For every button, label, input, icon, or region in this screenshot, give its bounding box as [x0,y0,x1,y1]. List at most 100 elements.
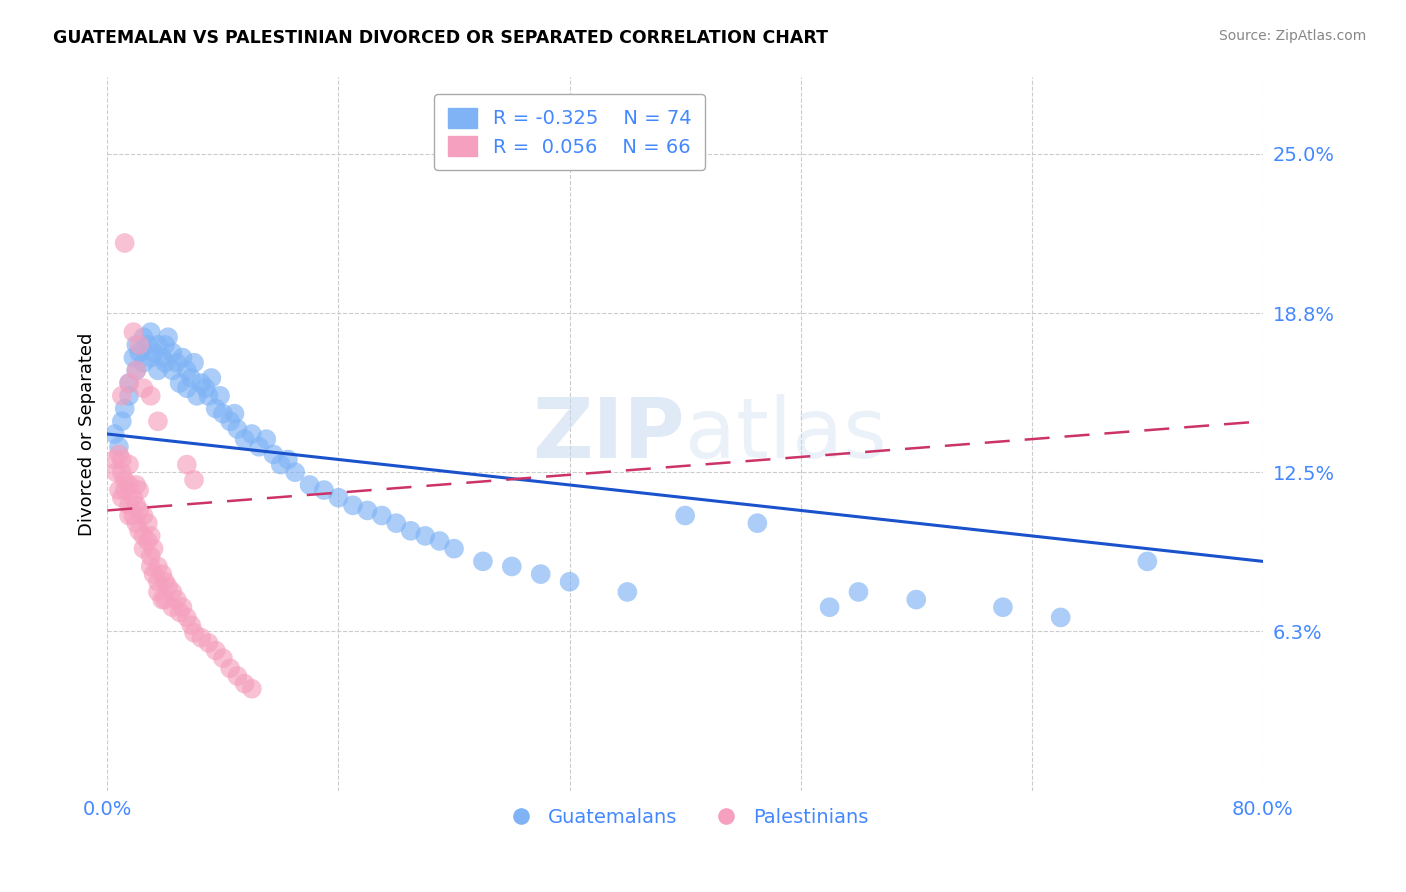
Point [118,499,141,513]
Point [128,524,150,538]
Point [146,585,169,599]
Point [183,473,205,487]
Point [136,534,159,549]
Point [139,559,162,574]
Point [150,351,173,365]
Point [312,483,335,497]
Point [146,574,169,589]
Point [118,508,141,523]
Point [183,356,205,370]
Point [125,338,148,352]
Point [247,440,270,454]
Point [108,447,131,461]
Point [153,338,176,352]
Point [122,491,145,505]
Point [157,580,180,594]
Point [162,585,184,599]
Point [128,338,150,352]
Point [443,541,465,556]
Point [139,351,162,365]
Point [108,483,131,497]
Point [240,427,263,442]
Point [142,567,165,582]
Point [328,491,350,505]
Point [142,345,165,359]
Point [104,452,127,467]
Point [114,483,136,497]
Point [162,363,184,377]
Text: GUATEMALAN VS PALESTINIAN DIVORCED OR SEPARATED CORRELATION CHART: GUATEMALAN VS PALESTINIAN DIVORCED OR SE… [53,29,828,46]
Point [153,592,176,607]
Point [125,478,148,492]
Point [277,452,299,467]
Point [111,491,134,505]
Point [186,389,208,403]
Point [673,508,696,523]
Legend: Guatemalans, Palestinians: Guatemalans, Palestinians [494,800,876,834]
Point [111,465,134,479]
Point [122,325,145,339]
Point [132,541,155,556]
Point [284,465,307,479]
Point [146,414,169,428]
Point [132,356,155,370]
Point [233,432,256,446]
Point [501,559,523,574]
Point [125,363,148,377]
Point [122,508,145,523]
Point [111,389,134,403]
Point [183,625,205,640]
Point [471,554,494,568]
Point [190,631,212,645]
Point [413,529,436,543]
Point [136,516,159,531]
Point [128,345,150,359]
Point [118,376,141,390]
Point [558,574,581,589]
Point [139,549,162,564]
Point [132,330,155,344]
Y-axis label: Divorced or Separated: Divorced or Separated [79,333,96,536]
Point [142,541,165,556]
Point [153,574,176,589]
Point [157,330,180,344]
Point [200,371,222,385]
Point [172,351,194,365]
Point [905,592,928,607]
Point [166,356,188,370]
Point [104,427,127,442]
Point [176,458,198,472]
Point [1136,554,1159,568]
Point [219,414,242,428]
Point [176,363,198,377]
Point [204,401,226,416]
Point [146,363,169,377]
Point [132,381,155,395]
Point [108,440,131,454]
Point [139,325,162,339]
Point [371,508,394,523]
Point [146,559,169,574]
Point [118,478,141,492]
Point [162,600,184,615]
Point [991,600,1014,615]
Text: Source: ZipAtlas.com: Source: ZipAtlas.com [1219,29,1367,43]
Point [385,516,408,531]
Point [219,661,242,675]
Point [132,508,155,523]
Point [254,432,277,446]
Point [146,338,169,352]
Point [139,529,162,543]
Point [118,458,141,472]
Point [616,585,638,599]
Point [212,651,235,665]
Point [150,567,173,582]
Point [356,503,378,517]
Point [226,422,249,436]
Point [180,618,202,632]
Point [233,676,256,690]
Point [153,356,176,370]
Point [342,499,364,513]
Point [240,681,263,696]
Point [1049,610,1071,624]
